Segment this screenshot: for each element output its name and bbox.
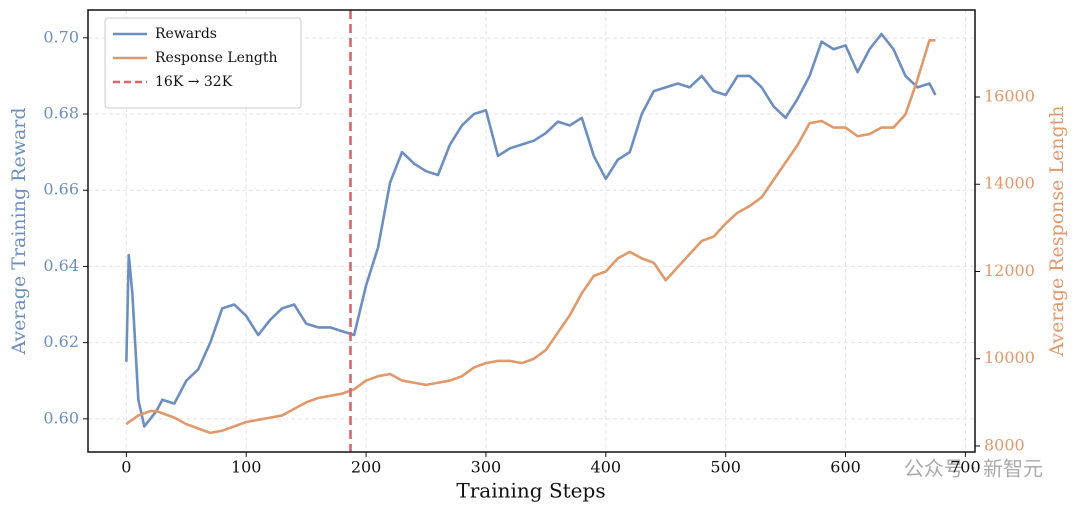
y2-tick-label: 8000 bbox=[984, 435, 1025, 454]
x-tick-label: 500 bbox=[710, 458, 741, 477]
legend-label: 16K → 32K bbox=[155, 74, 233, 90]
y2-axis-label: Average Response Length bbox=[1046, 105, 1068, 357]
y-tick-label: 0.62 bbox=[43, 332, 79, 351]
watermark: 公众号 · 新智元 bbox=[904, 457, 1043, 481]
y-tick-label: 0.66 bbox=[43, 180, 79, 199]
x-tick-label: 300 bbox=[471, 458, 502, 477]
legend-label: Rewards bbox=[155, 26, 217, 42]
x-tick-label: 200 bbox=[351, 458, 382, 477]
series-line bbox=[125, 32, 937, 428]
y-tick-label: 0.70 bbox=[43, 27, 79, 46]
plot-frame bbox=[87, 9, 976, 453]
x-tick-label: 100 bbox=[231, 458, 262, 477]
y-tick-label: 0.60 bbox=[43, 408, 79, 427]
y-tick-label: 0.68 bbox=[43, 104, 79, 123]
y2-tick-label: 14000 bbox=[984, 174, 1035, 193]
x-tick-label: 700 bbox=[950, 458, 981, 477]
y-tick-label: 0.64 bbox=[43, 256, 79, 275]
legend-box bbox=[104, 17, 302, 109]
y-axis-label: Average Training Reward bbox=[8, 107, 30, 355]
x-tick-label: 600 bbox=[830, 458, 861, 477]
x-axis-label: Training Steps bbox=[456, 479, 605, 503]
legend-label: Response Length bbox=[155, 50, 278, 66]
x-tick-label: 400 bbox=[591, 458, 622, 477]
x-tick-label: 0 bbox=[121, 458, 131, 477]
y2-tick-label: 16000 bbox=[984, 86, 1035, 105]
y2-tick-label: 10000 bbox=[984, 348, 1035, 367]
y2-tick-label: 12000 bbox=[984, 261, 1035, 280]
series-line bbox=[125, 38, 936, 435]
